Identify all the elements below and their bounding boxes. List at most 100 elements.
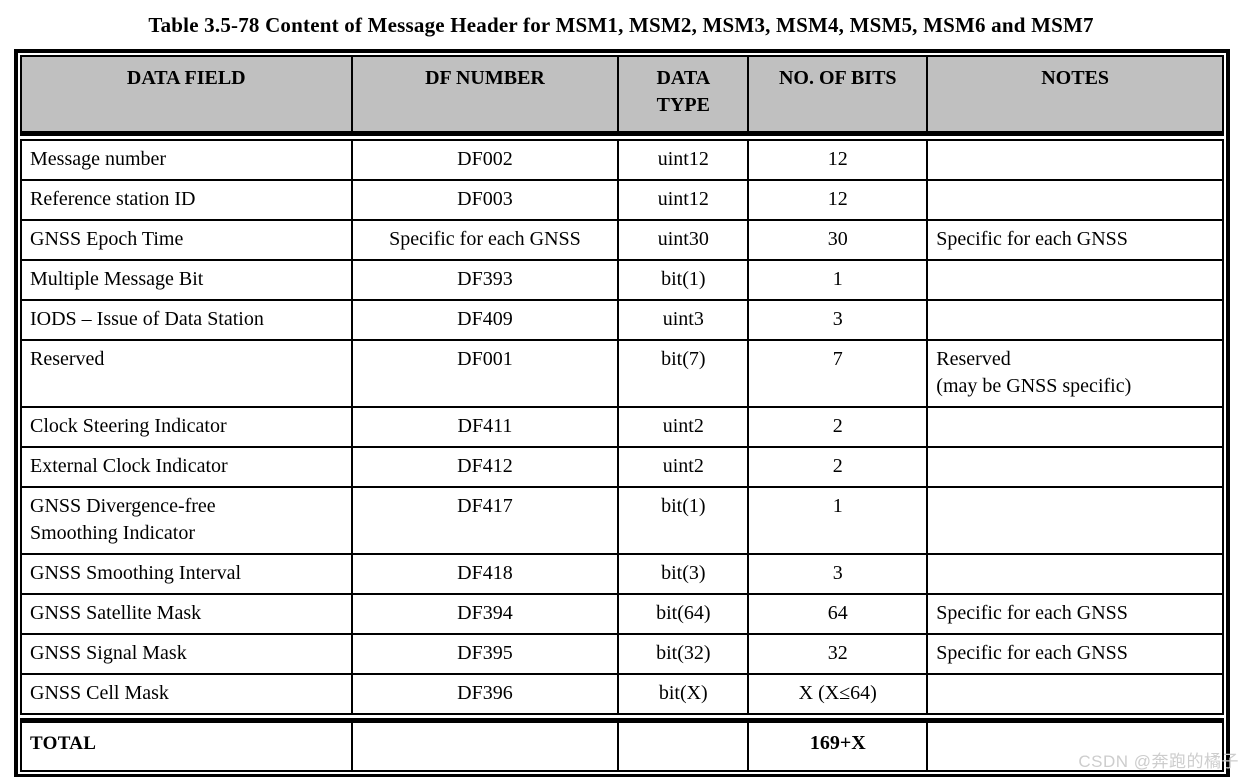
- cell-df-number: DF411: [350, 406, 620, 448]
- cell-df-number: DF417: [350, 486, 620, 555]
- cell-no-of-bits: 12: [747, 179, 929, 221]
- table-row: Reference station ID DF003 uint12 12: [20, 179, 1224, 221]
- cell-no-of-bits: 32: [747, 633, 929, 675]
- cell-notes: [926, 259, 1224, 301]
- csdn-watermark: CSDN @奔跑的橘子: [1078, 752, 1239, 771]
- column-header-no-of-bits: NO. OF BITS: [747, 55, 929, 136]
- cell-data-field: Clock Steering Indicator: [20, 406, 353, 448]
- table-row: GNSS Epoch Time Specific for each GNSS u…: [20, 219, 1224, 261]
- cell-data-field: GNSS Signal Mask: [20, 633, 353, 675]
- cell-no-of-bits: 1: [747, 486, 929, 555]
- cell-notes: Specific for each GNSS: [926, 219, 1224, 261]
- cell-no-of-bits: 64: [747, 593, 929, 635]
- cell-no-of-bits: 2: [747, 406, 929, 448]
- column-header-data-field: DATA FIELD: [20, 55, 353, 136]
- cell-df-number: DF409: [350, 299, 620, 341]
- cell-df-number: Specific for each GNSS: [350, 219, 620, 261]
- cell-total-label: TOTAL: [20, 719, 353, 772]
- table-row: Message number DF002 uint12 12: [20, 139, 1224, 181]
- total-row: TOTAL 169+X: [20, 719, 1224, 772]
- table-row: GNSS Signal Mask DF395 bit(32) 32 Specif…: [20, 633, 1224, 675]
- table-row: GNSS Satellite Mask DF394 bit(64) 64 Spe…: [20, 593, 1224, 635]
- cell-df-number: DF396: [350, 673, 620, 715]
- body-total-divider: [21, 714, 1223, 723]
- cell-data-type: bit(64): [617, 593, 750, 635]
- cell-total-data-type: [617, 719, 750, 772]
- cell-data-type: uint3: [617, 299, 750, 341]
- cell-df-number: DF001: [350, 339, 620, 408]
- cell-data-field: External Clock Indicator: [20, 446, 353, 488]
- column-header-notes: NOTES: [926, 55, 1224, 136]
- cell-notes: Specific for each GNSS: [926, 633, 1224, 675]
- cell-data-field: Reference station ID: [20, 179, 353, 221]
- cell-data-field: IODS – Issue of Data Station: [20, 299, 353, 341]
- table-row: GNSS Cell Mask DF396 bit(X) X (X≤64): [20, 673, 1224, 715]
- cell-data-type: uint12: [617, 179, 750, 221]
- cell-notes: [926, 553, 1224, 595]
- table-row: Reserved DF001 bit(7) 7 Reserved (may be…: [20, 339, 1224, 408]
- cell-no-of-bits: 2: [747, 446, 929, 488]
- cell-data-field: GNSS Smoothing Interval: [20, 553, 353, 595]
- cell-no-of-bits: 3: [747, 553, 929, 595]
- cell-no-of-bits: 30: [747, 219, 929, 261]
- cell-df-number: DF002: [350, 139, 620, 181]
- header-row: DATA FIELD DF NUMBER DATA TYPE NO. OF BI…: [20, 55, 1224, 136]
- header-body-divider: [21, 133, 1223, 140]
- table-row: Clock Steering Indicator DF411 uint2 2: [20, 406, 1224, 448]
- cell-data-field: GNSS Epoch Time: [20, 219, 353, 261]
- cell-data-field: GNSS Divergence-free Smoothing Indicator: [20, 486, 353, 555]
- cell-data-type: bit(7): [617, 339, 750, 408]
- cell-notes: [926, 406, 1224, 448]
- cell-notes: Reserved (may be GNSS specific): [926, 339, 1224, 408]
- cell-notes: [926, 299, 1224, 341]
- cell-df-number: DF394: [350, 593, 620, 635]
- table-title: Table 3.5-78 Content of Message Header f…: [148, 13, 1094, 37]
- cell-data-type: bit(X): [617, 673, 750, 715]
- table-header: DATA FIELD DF NUMBER DATA TYPE NO. OF BI…: [20, 55, 1224, 136]
- cell-no-of-bits: 12: [747, 139, 929, 181]
- cell-no-of-bits: 3: [747, 299, 929, 341]
- cell-total-notes: [926, 719, 1224, 772]
- cell-notes: [926, 673, 1224, 715]
- cell-df-number: DF412: [350, 446, 620, 488]
- cell-data-type: uint2: [617, 446, 750, 488]
- cell-data-type: uint2: [617, 406, 750, 448]
- cell-data-type: bit(1): [617, 486, 750, 555]
- cell-data-type: bit(1): [617, 259, 750, 301]
- cell-no-of-bits: X (X≤64): [747, 673, 929, 715]
- cell-data-type: bit(3): [617, 553, 750, 595]
- cell-data-type: uint12: [617, 139, 750, 181]
- message-header-table: DATA FIELD DF NUMBER DATA TYPE NO. OF BI…: [20, 55, 1224, 772]
- table-row: Multiple Message Bit DF393 bit(1) 1: [20, 259, 1224, 301]
- cell-total-no-of-bits: 169+X: [747, 719, 929, 772]
- table-footer: TOTAL 169+X: [20, 714, 1224, 772]
- cell-no-of-bits: 7: [747, 339, 929, 408]
- cell-data-type: uint30: [617, 219, 750, 261]
- cell-data-field: Multiple Message Bit: [20, 259, 353, 301]
- cell-df-number: DF418: [350, 553, 620, 595]
- column-header-data-type: DATA TYPE: [617, 55, 750, 136]
- column-header-df-number: DF NUMBER: [350, 55, 620, 136]
- table-row: GNSS Divergence-free Smoothing Indicator…: [20, 486, 1224, 555]
- cell-data-field: GNSS Cell Mask: [20, 673, 353, 715]
- table-row: External Clock Indicator DF412 uint2 2: [20, 446, 1224, 488]
- table-frame: DATA FIELD DF NUMBER DATA TYPE NO. OF BI…: [14, 49, 1230, 777]
- cell-data-field: Reserved: [20, 339, 353, 408]
- cell-no-of-bits: 1: [747, 259, 929, 301]
- cell-notes: [926, 446, 1224, 488]
- cell-total-df-number: [350, 719, 620, 772]
- cell-df-number: DF393: [350, 259, 620, 301]
- cell-notes: [926, 179, 1224, 221]
- cell-data-field: GNSS Satellite Mask: [20, 593, 353, 635]
- cell-notes: Specific for each GNSS: [926, 593, 1224, 635]
- cell-notes: [926, 139, 1224, 181]
- cell-data-field: Message number: [20, 139, 353, 181]
- cell-df-number: DF395: [350, 633, 620, 675]
- table-row: GNSS Smoothing Interval DF418 bit(3) 3: [20, 553, 1224, 595]
- table-body: Message number DF002 uint12 12 Reference…: [20, 133, 1224, 715]
- cell-df-number: DF003: [350, 179, 620, 221]
- table-row: IODS – Issue of Data Station DF409 uint3…: [20, 299, 1224, 341]
- cell-notes: [926, 486, 1224, 555]
- cell-data-type: bit(32): [617, 633, 750, 675]
